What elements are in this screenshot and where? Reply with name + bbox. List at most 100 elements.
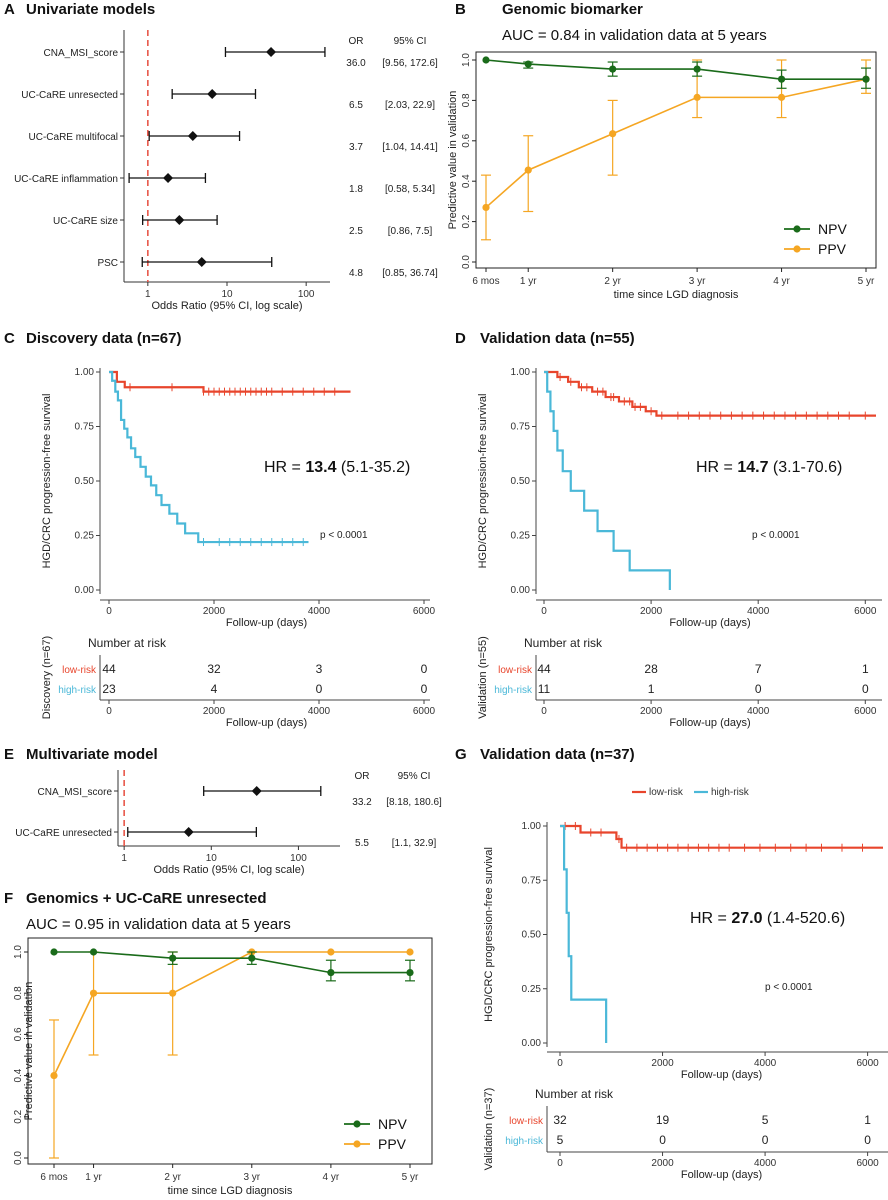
row-label: CNA_MSI_score [44,48,119,59]
risk-count: 44 [537,662,551,676]
panel-title: Multivariate model [26,746,158,763]
risk-table-title: Number at risk [535,1087,614,1101]
y-axis-title: Predictive value in validation [23,982,35,1121]
or-point [207,89,218,99]
risk-count: 0 [755,682,762,696]
risk-count: 28 [644,662,658,676]
y-tick-label: 0.75 [522,875,542,886]
x-axis-title: time since LGD diagnosis [614,289,739,301]
y-tick-label: 1.0 [13,945,24,959]
row-label: UC-CaRE inflammation [14,174,118,185]
ci-value: [0.86, 7.5] [388,226,433,237]
y-tick-label: 0.25 [522,984,542,995]
risk-x-tick-label: 0 [557,1158,563,1169]
x-tick-label: 1 [145,289,151,300]
km-panel-D: D Validation data (n=55) 0.00 0.25 0.50 0.75 1… [455,330,882,729]
y-tick-label: 0.0 [13,1151,24,1165]
x-axis-title: Follow-up (days) [669,617,750,629]
risk-row-label: high-risk [494,685,533,696]
legend-label: high-risk [711,787,750,798]
or-value: 4.8 [349,268,363,279]
ppv-point [524,166,532,174]
x-tick-label: 5 yr [858,276,875,287]
y-tick-label: 0.50 [511,476,531,487]
legend-marker [793,225,801,233]
panel-title: Validation data (n=37) [480,746,635,763]
ppv-point [609,130,617,138]
y-axis-title: Predictive value in validation [447,91,459,230]
or-point [196,257,207,267]
risk-x-tick-label: 4000 [308,706,331,717]
ppv-point [327,948,335,956]
y-tick-label: 0.75 [75,422,95,433]
x-axis-title: Odds Ratio (95% CI, log scale) [153,864,304,876]
risk-count: 0 [421,682,428,696]
p-value: p < 0.0001 [765,982,813,993]
hr-value: 14.7 [737,459,768,476]
risk-row-label: high-risk [58,685,97,696]
plot-frame [27,937,433,1165]
hr-ci: (3.1-70.6) [768,459,842,476]
low-risk-curve [560,824,883,849]
or-value: 3.7 [349,142,363,153]
risk-y-axis-title: Discovery (n=67) [41,636,53,719]
risk-count: 0 [659,1133,666,1147]
risk-count: 5 [557,1133,564,1147]
x-axis-title: Odds Ratio (95% CI, log scale) [151,300,302,312]
x-tick-label: 2 yr [604,276,621,287]
or-point [163,173,174,183]
ppv-point [89,989,98,997]
y-tick-label: 0.2 [461,214,472,228]
risk-x-tick-label: 4000 [747,706,770,717]
risk-row-label: low-risk [62,665,97,676]
row-label: PSC [97,258,118,269]
or-point [174,215,185,225]
legend-label: PPV [818,241,847,257]
risk-row-label: low-risk [509,1116,544,1127]
x-tick-label: 4000 [747,606,770,617]
y-tick-label: 1.00 [511,367,531,378]
panel-title: Univariate models [26,1,155,18]
risk-count: 5 [762,1113,769,1127]
y-tick-label: 1.00 [522,821,542,832]
npv-point [862,75,870,83]
or-value: 36.0 [346,58,366,69]
panel-title: Discovery data (n=67) [26,330,182,347]
y-tick-label: 0.50 [522,930,542,941]
y-tick-label: 1.0 [461,53,472,67]
npv-line [54,951,410,974]
or-value: 6.5 [349,100,363,111]
panel-title: Genomics + UC-CaRE unresected [26,890,267,907]
x-tick-label: 0 [557,1058,563,1069]
x-tick-label: 2000 [640,606,663,617]
npv-point [777,75,786,83]
panel-subtitle: AUC = 0.95 in validation data at 5 years [26,916,291,933]
y-tick-label: 0.25 [75,531,95,542]
risk-x-axis-title: Follow-up (days) [669,717,750,729]
or-value: 5.5 [355,838,369,849]
y-tick-label: 1.00 [75,367,95,378]
y-tick-label: 0.6 [461,133,472,147]
km-panel-C: C Discovery data (n=67) 0.00 0.25 0.50 0.75 1.… [4,330,436,729]
legend-marker [353,1140,361,1148]
panel-label: B [455,1,466,18]
panel-label: G [455,746,467,763]
y-tick-label: 0.00 [75,585,95,596]
legend-marker [793,245,801,253]
risk-count: 23 [102,682,116,696]
x-tick-label: 1 yr [520,276,537,287]
risk-x-tick-label: 0 [541,706,547,717]
legend-label: PPV [378,1136,407,1152]
ci-value: [8.18, 180.6] [386,797,442,808]
risk-count: 0 [421,662,428,676]
km-panel-G: G Validation data (n=37) 0.00 0.25 0.50 0.75 1… [455,746,888,1181]
x-tick-label: 100 [298,289,315,300]
y-tick-label: 0.00 [522,1038,542,1049]
legend-label: NPV [378,1116,407,1132]
hr-ci: (1.4-520.6) [762,910,845,927]
ppv-point [777,93,786,101]
risk-x-tick-label: 6000 [413,706,436,717]
or-value: 1.8 [349,184,363,195]
x-tick-label: 4 yr [323,1172,340,1183]
